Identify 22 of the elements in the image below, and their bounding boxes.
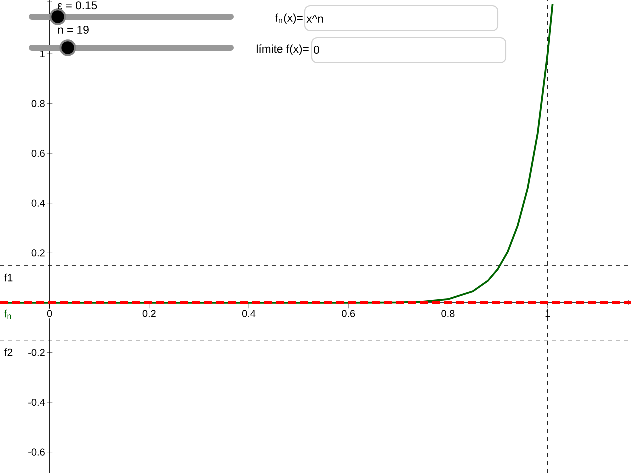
series-label: f$_{n}$ [4, 310, 12, 319]
annotation: x^n [306, 15, 324, 23]
ref-line-label: f1 [4, 274, 13, 282]
y-tick-label: -0.4 [28, 398, 46, 406]
y-tick-label: 0.8 [32, 100, 45, 108]
x-tick-label: 0 [47, 310, 52, 318]
y-tick-label: 0.2 [32, 250, 45, 257]
annotation: límite f(x)= [256, 44, 309, 56]
x-tick-label: 1 [546, 310, 550, 318]
ref-line-label: f2 [4, 348, 13, 356]
y-tick-label: 0.6 [32, 150, 45, 158]
annotation: ε = 0.15 [58, 2, 98, 10]
annotation: f$_{n}$(x)= [276, 14, 303, 24]
x-tick-label: 0.6 [342, 310, 356, 318]
x-tick-label: 0.8 [442, 310, 455, 318]
x-tick-label: 0.2 [142, 310, 156, 318]
annotation: n = 19 [58, 26, 89, 34]
y-tick-label: 0.4 [32, 200, 46, 207]
y-tick-label: -0.2 [28, 349, 45, 356]
annotation: 0 [314, 46, 320, 54]
y-tick-label: -0.6 [28, 448, 45, 456]
x-tick-label: 0.4 [242, 310, 256, 318]
